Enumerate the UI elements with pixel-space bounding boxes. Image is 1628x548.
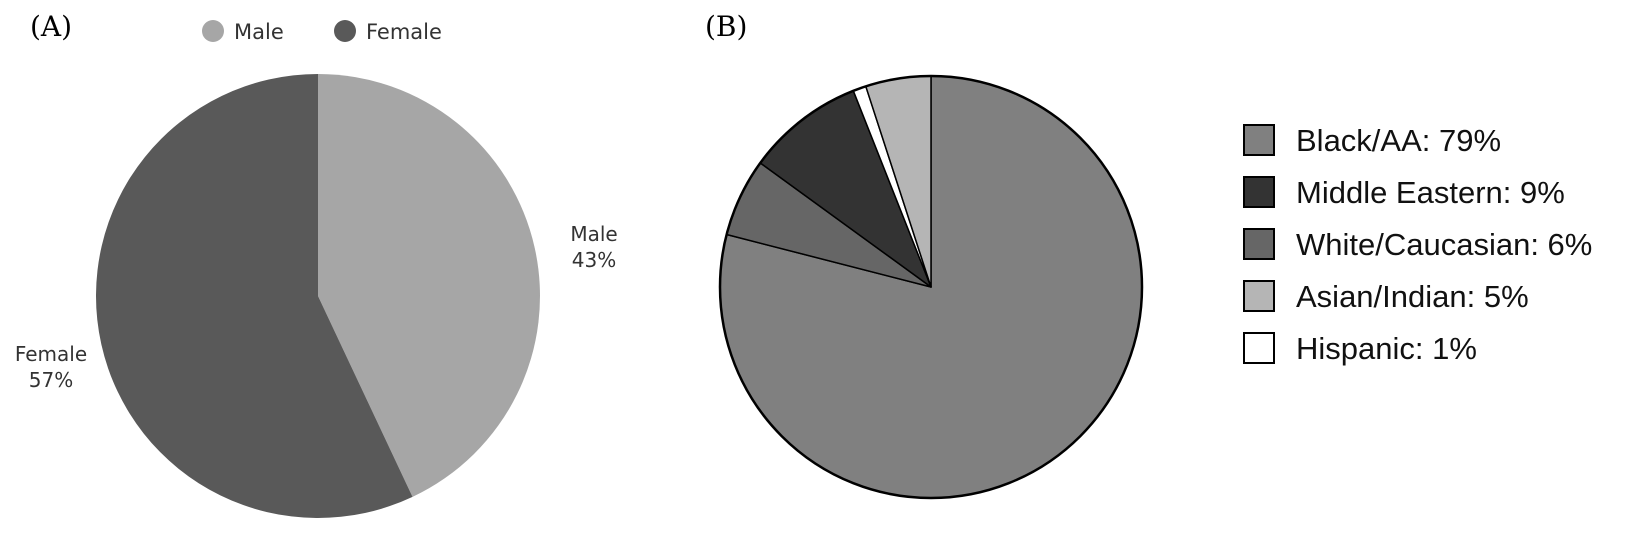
legend-swatch-middle-eastern (1243, 176, 1275, 208)
legend-label-male: Male (234, 20, 284, 44)
legend-swatch-hispanic (1243, 332, 1275, 364)
legend-label-female: Female (366, 20, 442, 44)
slice-label-female-value: 57% (29, 368, 73, 392)
legend-label-asian-indian: Asian/Indian: 5% (1296, 279, 1529, 314)
pie-slice-female (95, 73, 413, 518)
legend-label-white-caucasian: White/Caucasian: 6% (1296, 227, 1592, 262)
pie-outline (718, 74, 1144, 500)
legend-swatch-male (202, 20, 224, 42)
panel-a-label: (A) (30, 10, 72, 43)
ethnicity-legend: Black/AA: 79% Middle Eastern: 9% White/C… (1243, 123, 1592, 366)
legend-label-middle-eastern: Middle Eastern: 9% (1296, 175, 1565, 210)
legend-label-black-aa: Black/AA: 79% (1296, 123, 1501, 158)
slice-label-male-name: Male (570, 222, 617, 246)
panel-b-label: (B) (705, 10, 747, 43)
legend-swatch-female (334, 20, 356, 42)
legend-swatch-asian-indian (1243, 280, 1275, 312)
pie-slice-male (318, 74, 540, 497)
gender-legend: Male Female (202, 20, 442, 44)
gender-slice-labels: Male 43% Female 57% (15, 222, 618, 392)
legend-swatch-black-aa (1243, 124, 1275, 156)
slice-label-female-name: Female (15, 342, 87, 366)
legend-swatch-white-caucasian (1243, 228, 1275, 260)
ethnicity-pie-chart (718, 74, 1144, 500)
gender-pie-chart (95, 73, 540, 518)
slice-label-male-value: 43% (572, 248, 616, 272)
legend-label-hispanic: Hispanic: 1% (1296, 331, 1477, 366)
